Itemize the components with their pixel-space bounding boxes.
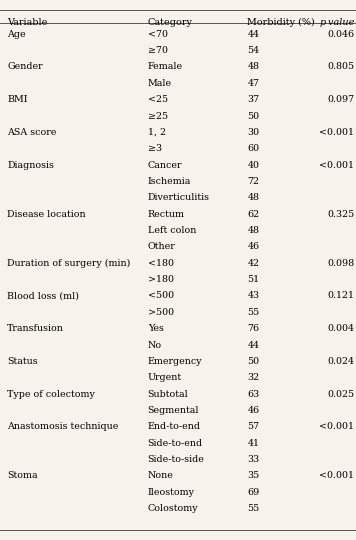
Text: 40: 40: [247, 160, 260, 170]
Text: 63: 63: [247, 390, 260, 399]
Text: 0.024: 0.024: [327, 357, 354, 366]
Text: Variable: Variable: [7, 18, 47, 28]
Text: Side-to-end: Side-to-end: [148, 439, 203, 448]
Text: Transfusion: Transfusion: [7, 324, 64, 333]
Text: 41: 41: [247, 439, 260, 448]
Text: <0.001: <0.001: [319, 128, 354, 137]
Text: 0.121: 0.121: [327, 292, 354, 300]
Text: None: None: [148, 471, 174, 481]
Text: 0.325: 0.325: [327, 210, 354, 219]
Text: ≥25: ≥25: [148, 111, 168, 120]
Text: Other: Other: [148, 242, 176, 252]
Text: 32: 32: [247, 373, 260, 382]
Text: <0.001: <0.001: [319, 160, 354, 170]
Text: Age: Age: [7, 30, 26, 39]
Text: 46: 46: [247, 242, 260, 252]
Text: Cancer: Cancer: [148, 160, 182, 170]
Text: 42: 42: [247, 259, 260, 268]
Text: Colostomy: Colostomy: [148, 504, 198, 513]
Text: 0.805: 0.805: [327, 63, 354, 71]
Text: 0.004: 0.004: [327, 324, 354, 333]
Text: Emergency: Emergency: [148, 357, 202, 366]
Text: 35: 35: [247, 471, 260, 481]
Text: <70: <70: [148, 30, 168, 39]
Text: 0.098: 0.098: [327, 259, 354, 268]
Text: Morbidity (%): Morbidity (%): [247, 18, 315, 28]
Text: <0.001: <0.001: [319, 471, 354, 481]
Text: 55: 55: [247, 504, 260, 513]
Text: Disease location: Disease location: [7, 210, 86, 219]
Text: 54: 54: [247, 46, 260, 55]
Text: 43: 43: [247, 292, 260, 300]
Text: Subtotal: Subtotal: [148, 390, 188, 399]
Text: >500: >500: [148, 308, 174, 317]
Text: 46: 46: [247, 406, 260, 415]
Text: Duration of surgery (min): Duration of surgery (min): [7, 259, 131, 268]
Text: Left colon: Left colon: [148, 226, 196, 235]
Text: ASA score: ASA score: [7, 128, 57, 137]
Text: Segmental: Segmental: [148, 406, 199, 415]
Text: Type of colectomy: Type of colectomy: [7, 390, 95, 399]
Text: Side-to-side: Side-to-side: [148, 455, 205, 464]
Text: 44: 44: [247, 30, 260, 39]
Text: Blood loss (ml): Blood loss (ml): [7, 292, 79, 300]
Text: Urgent: Urgent: [148, 373, 182, 382]
Text: No: No: [148, 341, 162, 349]
Text: 69: 69: [247, 488, 260, 497]
Text: 76: 76: [247, 324, 260, 333]
Text: p value: p value: [320, 18, 354, 28]
Text: Gender: Gender: [7, 63, 43, 71]
Text: 60: 60: [247, 144, 260, 153]
Text: Female: Female: [148, 63, 183, 71]
Text: Ileostomy: Ileostomy: [148, 488, 195, 497]
Text: 50: 50: [247, 111, 260, 120]
Text: BMI: BMI: [7, 95, 28, 104]
Text: Anastomosis technique: Anastomosis technique: [7, 422, 119, 431]
Text: 72: 72: [247, 177, 260, 186]
Text: <180: <180: [148, 259, 174, 268]
Text: 62: 62: [247, 210, 260, 219]
Text: Rectum: Rectum: [148, 210, 185, 219]
Text: Status: Status: [7, 357, 38, 366]
Text: Category: Category: [148, 18, 193, 28]
Text: Diagnosis: Diagnosis: [7, 160, 54, 170]
Text: Ischemia: Ischemia: [148, 177, 191, 186]
Text: Stoma: Stoma: [7, 471, 38, 481]
Text: 30: 30: [247, 128, 260, 137]
Text: 0.046: 0.046: [327, 30, 354, 39]
Text: Male: Male: [148, 79, 172, 88]
Text: 55: 55: [247, 308, 260, 317]
Text: Yes: Yes: [148, 324, 164, 333]
Text: 47: 47: [247, 79, 260, 88]
Text: 0.097: 0.097: [327, 95, 354, 104]
Text: 48: 48: [247, 193, 260, 202]
Text: 44: 44: [247, 341, 260, 349]
Text: ≥3: ≥3: [148, 144, 162, 153]
Text: End-to-end: End-to-end: [148, 422, 201, 431]
Text: 37: 37: [247, 95, 260, 104]
Text: <500: <500: [148, 292, 174, 300]
Text: >180: >180: [148, 275, 174, 284]
Text: <0.001: <0.001: [319, 422, 354, 431]
Text: <25: <25: [148, 95, 168, 104]
Text: 33: 33: [247, 455, 260, 464]
Text: 1, 2: 1, 2: [148, 128, 166, 137]
Text: 57: 57: [247, 422, 260, 431]
Text: Diverticulitis: Diverticulitis: [148, 193, 210, 202]
Text: 51: 51: [247, 275, 260, 284]
Text: 50: 50: [247, 357, 260, 366]
Text: 0.025: 0.025: [327, 390, 354, 399]
Text: ≥70: ≥70: [148, 46, 168, 55]
Text: 48: 48: [247, 226, 260, 235]
Text: 48: 48: [247, 63, 260, 71]
